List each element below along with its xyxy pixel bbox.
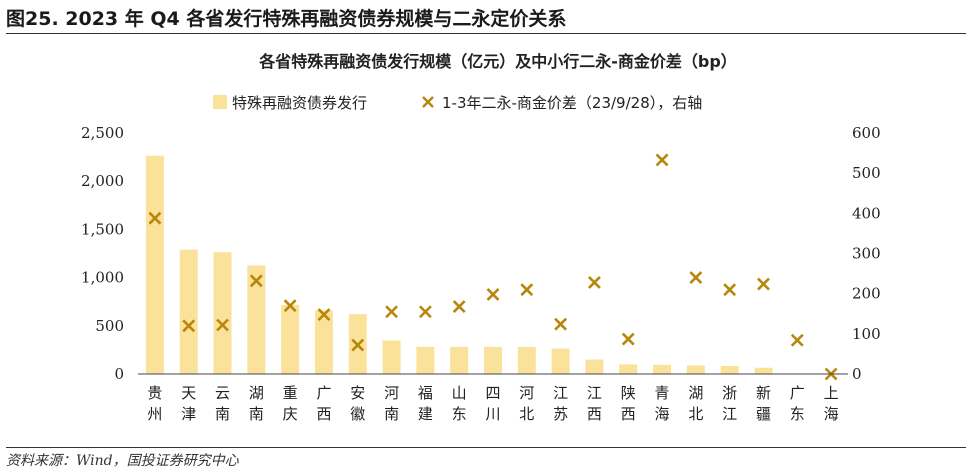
category-label: 湖南	[249, 384, 264, 423]
point-湖南	[249, 274, 263, 288]
category-label: 天津	[181, 384, 196, 423]
point-安徽	[351, 338, 365, 352]
left-axis-ticks: 0 500 1,000 1,500 2,000 2,500	[81, 124, 124, 383]
bar-天津	[179, 249, 198, 374]
category-label: 四川	[485, 384, 500, 423]
point-山东	[452, 300, 466, 313]
category-labels: 贵州天津云南湖南重庆广西安徽河南福建山东四川河北江苏江西陕西青海湖北浙江新疆广东…	[147, 384, 838, 423]
bar-河南	[382, 340, 401, 374]
point-湖北	[689, 271, 703, 285]
right-tick-label: 100	[852, 325, 881, 343]
legend-scatter-marker	[422, 96, 434, 108]
point-江西	[588, 276, 601, 289]
bar-江西	[585, 359, 604, 374]
bar-series	[145, 155, 773, 374]
category-label: 安徽	[350, 384, 365, 423]
point-浙江	[723, 283, 737, 297]
legend-bar-swatch	[213, 95, 227, 109]
category-label: 江苏	[553, 384, 568, 423]
category-label: 江西	[587, 384, 602, 423]
category-label: 山东	[452, 384, 467, 423]
point-青海	[655, 153, 669, 167]
category-label: 河南	[384, 384, 399, 423]
bar-贵州	[145, 155, 164, 374]
legend-scatter-label: 1-3年二永-商金价差（23/9/28），右轴	[442, 94, 702, 112]
left-tick-label: 0	[114, 365, 124, 383]
bar-云南	[213, 252, 232, 374]
bar-重庆	[281, 304, 300, 374]
right-tick-label: 300	[852, 245, 881, 263]
bar-湖南	[247, 265, 266, 374]
category-label: 重庆	[283, 384, 298, 423]
point-河北	[520, 283, 534, 297]
left-tick-label: 2,500	[81, 124, 124, 142]
category-label: 广东	[790, 384, 805, 423]
left-tick-label: 1,000	[81, 269, 124, 287]
right-axis-ticks: 0 100 200 300 400 500 600	[852, 124, 881, 383]
category-label: 湖北	[688, 384, 703, 423]
point-四川	[486, 288, 500, 301]
bar-河北	[517, 347, 536, 374]
scatter-series	[148, 153, 838, 381]
point-贵州	[148, 211, 162, 225]
bar-陕西	[619, 364, 638, 374]
category-label: 云南	[215, 384, 230, 423]
top-rule	[6, 33, 966, 34]
category-label: 福建	[418, 384, 433, 423]
point-云南	[216, 318, 229, 332]
right-tick-label: 400	[852, 204, 881, 222]
bar-新疆	[754, 367, 773, 374]
point-福建	[418, 305, 432, 319]
bar-四川	[484, 346, 502, 374]
right-tick-label: 200	[852, 285, 881, 303]
bar-浙江	[720, 365, 739, 374]
point-广西	[317, 308, 331, 321]
point-江苏	[554, 317, 568, 331]
point-天津	[182, 319, 196, 333]
category-label: 浙江	[722, 384, 737, 423]
chart-title: 各省特殊再融资债发行规模（亿元）及中小行二永-商金价差（bp）	[258, 52, 737, 71]
bar-青海	[653, 364, 672, 374]
bar-广西	[314, 310, 333, 374]
figure-title: 图25. 2023 年 Q4 各省发行特殊再融资债券规模与二永定价关系	[6, 8, 567, 30]
left-tick-label: 1,500	[81, 220, 124, 238]
point-重庆	[283, 299, 297, 313]
point-新疆	[757, 277, 770, 291]
legend-bar-label: 特殊再融资债券发行	[232, 94, 367, 112]
category-label: 贵州	[147, 384, 162, 423]
category-label: 陕西	[621, 384, 636, 423]
category-label: 广西	[316, 384, 331, 423]
category-label: 新疆	[756, 384, 771, 423]
left-tick-label: 500	[95, 317, 124, 335]
category-label: 河北	[519, 384, 534, 423]
left-tick-label: 2,000	[81, 172, 124, 190]
bar-江苏	[551, 348, 570, 374]
category-label: 上海	[824, 384, 839, 423]
category-label: 青海	[655, 384, 670, 423]
right-tick-label: 0	[852, 365, 862, 383]
point-河南	[385, 305, 398, 319]
bar-山东	[450, 346, 469, 374]
source-note: 资料来源：Wind，国投证券研究中心	[6, 453, 239, 469]
bar-福建	[416, 346, 435, 374]
bar-湖北	[686, 365, 705, 374]
right-tick-label: 600	[852, 124, 881, 142]
point-陕西	[621, 332, 635, 346]
bottom-rule	[6, 447, 966, 448]
point-广东	[790, 333, 804, 347]
legend: 特殊再融资债券发行 1-3年二永-商金价差（23/9/28），右轴	[213, 94, 702, 112]
right-tick-label: 500	[852, 164, 881, 182]
